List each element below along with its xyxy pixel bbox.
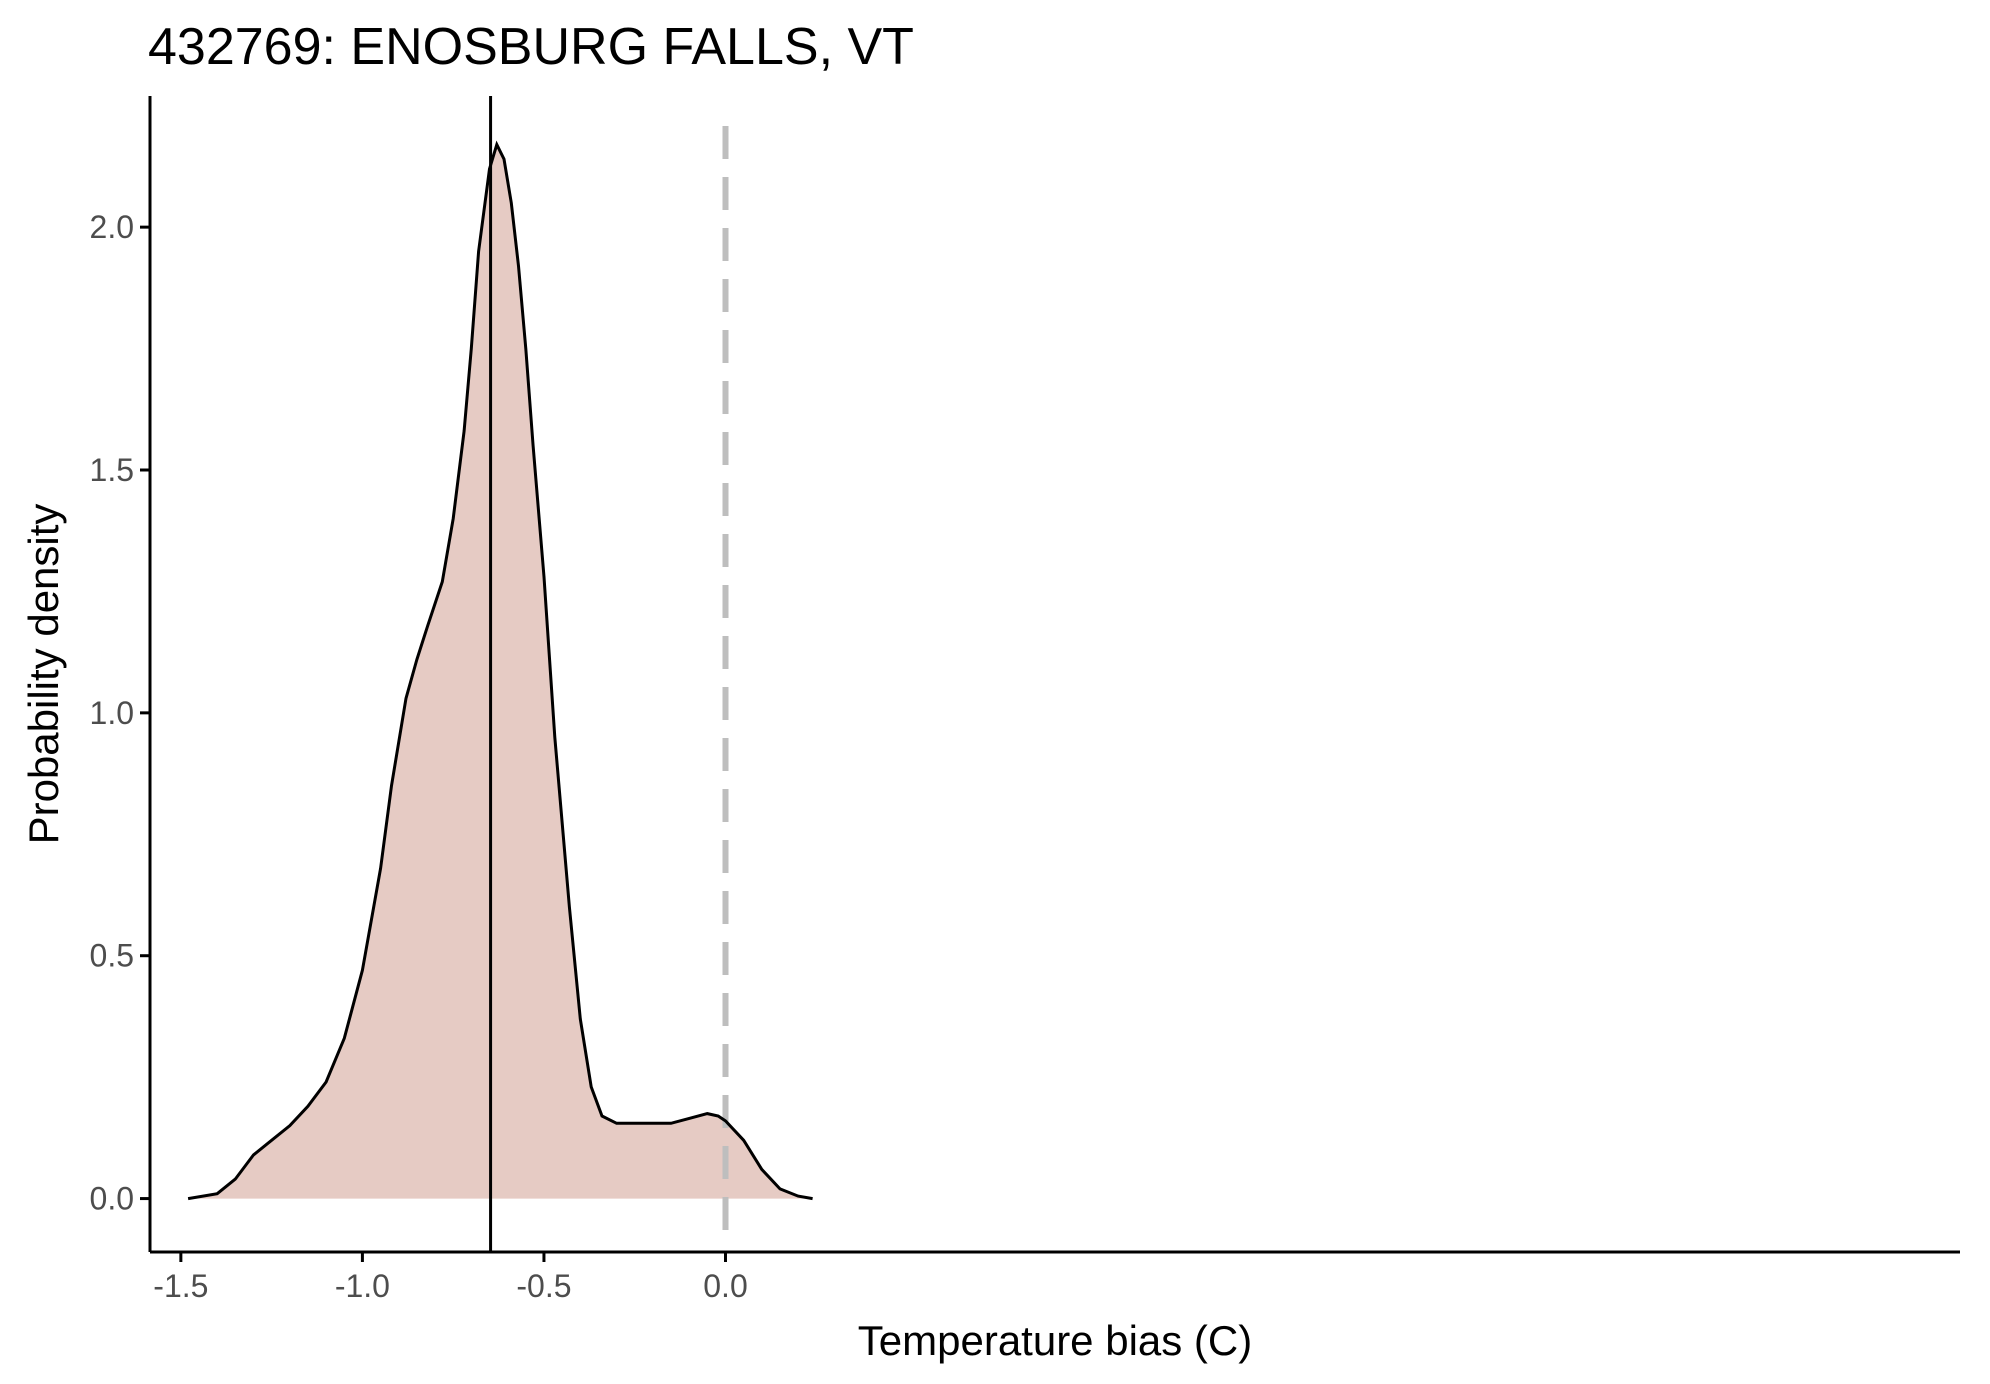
y-tick-label: 0.5 [90, 938, 134, 974]
x-axis-ticks: -1.5 -1.0 -0.5 0.0 [153, 1252, 748, 1304]
y-tick-label: 1.0 [90, 695, 134, 731]
y-axis-title: Probability density [20, 504, 67, 845]
y-tick-label: 0.0 [90, 1181, 134, 1217]
y-axis-ticks: 0.0 0.5 1.0 1.5 2.0 [90, 209, 150, 1217]
density-curve [187, 140, 813, 1201]
x-tick-label: -1.0 [335, 1268, 390, 1304]
chart-title: 432769: ENOSBURG FALLS, VT [148, 18, 914, 76]
y-tick-label: 1.5 [90, 452, 134, 488]
y-tick-label: 2.0 [90, 209, 134, 245]
x-tick-label: 0.0 [703, 1268, 747, 1304]
x-tick-label: -1.5 [153, 1268, 208, 1304]
x-tick-label: -0.5 [516, 1268, 571, 1304]
x-axis-title: Temperature bias (C) [858, 1317, 1252, 1364]
density-fill [188, 144, 813, 1199]
